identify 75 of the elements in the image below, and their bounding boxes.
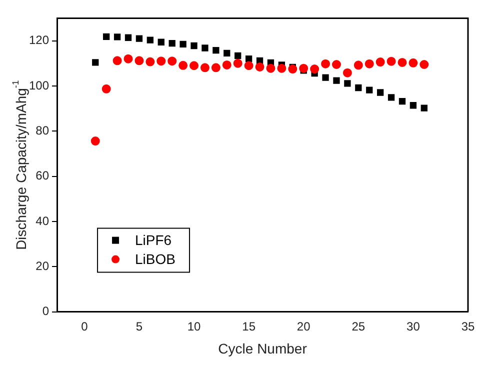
y-tick-label: 60 xyxy=(36,168,50,183)
point xyxy=(366,86,373,94)
point xyxy=(277,64,286,73)
point xyxy=(212,46,220,54)
point xyxy=(136,35,143,42)
point xyxy=(410,102,417,109)
point xyxy=(178,60,188,70)
point xyxy=(124,54,133,64)
point xyxy=(112,56,122,66)
point xyxy=(124,34,132,41)
legend-label: LiBOB xyxy=(135,251,176,268)
point xyxy=(398,98,406,105)
point xyxy=(299,64,308,73)
y-tick-label: 0 xyxy=(42,304,50,318)
point xyxy=(156,56,166,66)
point xyxy=(408,58,418,68)
point xyxy=(332,60,341,69)
point xyxy=(244,61,254,70)
point xyxy=(245,56,252,62)
point xyxy=(420,104,428,112)
point xyxy=(321,59,330,68)
point xyxy=(158,38,164,46)
x-tick-label: 15 xyxy=(242,319,256,334)
x-axis-title: Cycle Number xyxy=(218,340,308,356)
point xyxy=(386,56,396,66)
y-tick-label: 120 xyxy=(28,33,50,48)
point xyxy=(355,84,362,92)
x-tick-label: 35 xyxy=(461,319,475,334)
x-tick-label: 0 xyxy=(81,319,88,334)
point xyxy=(333,77,340,84)
point xyxy=(134,56,144,66)
point xyxy=(168,56,177,66)
point xyxy=(420,60,429,69)
point xyxy=(146,57,155,66)
point xyxy=(190,61,199,70)
point xyxy=(102,84,111,94)
point xyxy=(202,44,208,52)
x-tick-label: 10 xyxy=(187,319,202,334)
point xyxy=(288,64,298,74)
point xyxy=(224,50,230,57)
point xyxy=(388,94,395,101)
point xyxy=(168,40,176,47)
x-tick-label: 20 xyxy=(296,319,311,334)
point xyxy=(146,36,154,44)
point xyxy=(255,62,264,72)
point xyxy=(114,34,121,40)
point xyxy=(200,63,210,72)
point xyxy=(190,42,198,50)
point xyxy=(103,33,110,40)
point xyxy=(266,64,276,73)
point xyxy=(222,60,232,70)
point xyxy=(342,68,352,78)
y-axis-title: Discharge Capacity/mAhg-1 xyxy=(10,80,29,250)
point xyxy=(233,58,242,68)
point xyxy=(90,136,100,146)
y-tick-label: 100 xyxy=(28,78,50,92)
point xyxy=(211,63,220,72)
point xyxy=(376,89,384,96)
point xyxy=(310,64,320,74)
point xyxy=(344,80,351,87)
point xyxy=(354,60,363,70)
y-tick-label: 80 xyxy=(36,123,50,138)
x-tick-label: 25 xyxy=(352,319,366,334)
point xyxy=(180,40,186,48)
x-tick-label: 5 xyxy=(136,319,143,334)
point xyxy=(376,58,385,67)
point xyxy=(234,52,242,60)
legend-label: LiPF6 xyxy=(135,232,172,248)
x-tick-label: 30 xyxy=(406,319,420,334)
y-tick-label: 40 xyxy=(36,214,50,228)
point xyxy=(92,59,99,66)
point xyxy=(322,74,329,81)
point xyxy=(364,59,374,68)
y-tick-label: 20 xyxy=(36,258,50,273)
point xyxy=(398,58,407,67)
